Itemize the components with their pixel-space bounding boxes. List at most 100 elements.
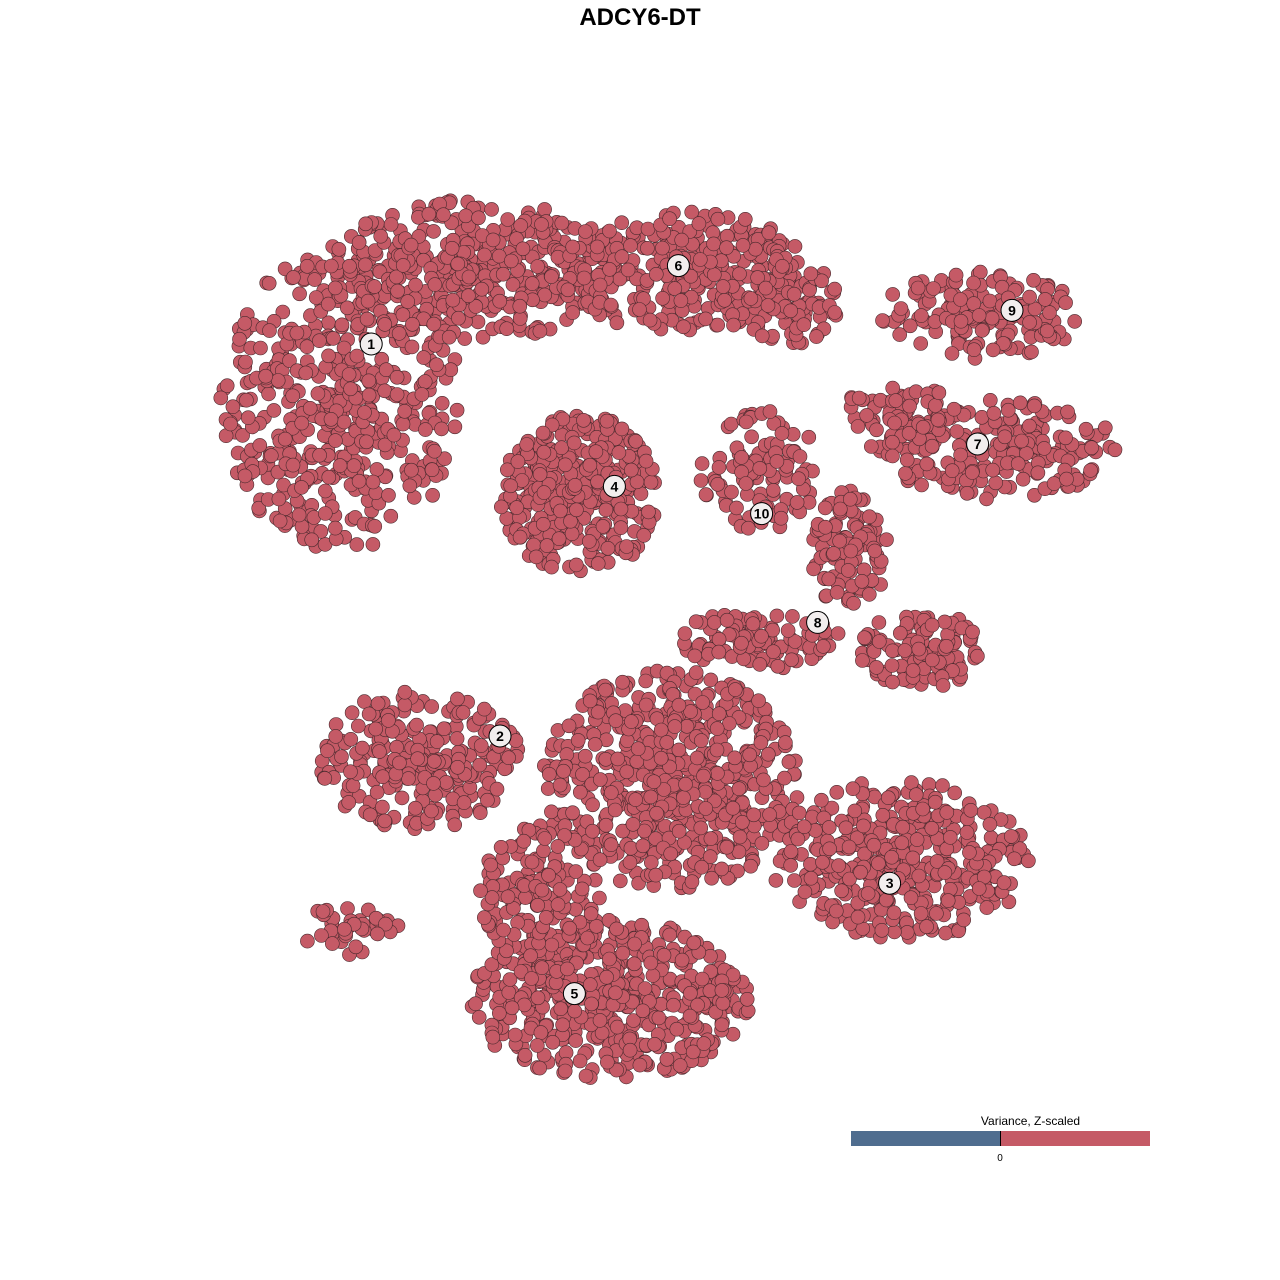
cell-point-cluster-6 [774,258,790,274]
cell-point-cluster-6 [809,329,824,344]
cluster-label-7: 7 [966,432,990,456]
cell-point-cluster-5 [671,697,687,713]
cell-point-cluster-8 [780,623,796,638]
cell-point-cluster-7 [851,390,867,406]
cell-point-cluster-5 [739,991,755,1007]
cell-point-cluster-7 [1012,395,1028,411]
cell-point-cluster-1 [277,431,293,447]
cell-point-cluster-3 [821,820,837,835]
cell-point-cluster-7 [928,398,943,413]
cell-point-cluster-7 [1058,430,1073,446]
cell-point-cluster-6 [560,282,576,298]
cluster-label-8: 8 [806,610,830,634]
legend-color-bar [851,1131,1150,1146]
cell-point-cluster-5 [756,772,771,788]
cell-point-cluster-3 [903,890,919,906]
cell-point-cluster-7 [1059,471,1074,487]
cell-point-cluster-9 [971,308,987,323]
cell-point-cluster-7 [979,491,994,507]
cluster-label-text: 3 [886,875,894,891]
cell-point-cluster-2 [397,697,413,713]
cell-point-cluster-8 [711,644,727,660]
cell-point-cluster-8 [937,614,953,630]
cluster-label-text: 4 [611,478,619,494]
cell-point-cluster-4 [581,534,597,549]
cell-point-cluster-5 [659,1052,675,1067]
cell-point-cluster-1 [320,296,336,312]
cell-point-cluster-10 [724,484,739,500]
cell-point-cluster-2 [370,926,385,942]
cell-point-cluster-8 [770,658,786,674]
cell-point-cluster-5 [671,742,687,758]
cell-point-cluster-8 [766,644,781,660]
cell-point-cluster-1 [457,331,473,346]
cell-point-cluster-7 [869,422,884,438]
cell-point-cluster-1 [450,256,466,272]
cell-point-cluster-5 [553,1001,569,1017]
cell-point-cluster-5 [473,883,488,899]
cell-point-cluster-9 [953,292,968,307]
cell-point-cluster-4 [493,499,509,515]
cell-point-cluster-5 [647,1037,662,1052]
cell-point-cluster-6 [692,252,708,267]
cell-point-cluster-7 [899,452,915,468]
cell-point-cluster-8 [843,543,859,559]
cell-point-cluster-6 [576,270,592,286]
cell-point-cluster-1 [530,259,545,274]
cell-point-cluster-5 [666,997,681,1013]
cell-point-cluster-5 [500,889,516,905]
cluster-label-text: 6 [675,258,683,274]
cell-point-cluster-1 [512,311,528,326]
cell-point-cluster-4 [512,529,528,545]
cell-point-cluster-1 [503,253,519,269]
cell-point-cluster-8 [677,626,693,641]
cell-point-cluster-4 [532,467,548,482]
cell-point-cluster-1 [361,387,377,403]
cell-point-cluster-1 [261,386,276,402]
cell-point-cluster-6 [783,303,799,319]
cell-point-cluster-2 [447,817,463,833]
cell-point-cluster-6 [684,204,700,220]
color-legend: Variance, Z-scaled 0 [851,1114,1150,1164]
cell-point-cluster-8 [815,639,831,654]
cell-point-cluster-4 [564,526,580,542]
cell-point-cluster-1 [458,208,474,224]
cell-point-cluster-7 [885,434,900,450]
cell-point-cluster-8 [855,653,870,668]
cell-point-cluster-1 [402,478,418,494]
cell-point-cluster-3 [791,805,807,821]
cell-point-cluster-1 [223,416,238,432]
cell-point-cluster-5 [638,697,654,713]
cell-point-cluster-9 [892,327,908,342]
cell-point-cluster-6 [623,238,638,253]
cell-point-cluster-1 [565,305,581,320]
cell-point-cluster-1 [313,524,329,539]
cell-point-cluster-5 [491,1005,507,1021]
cell-point-cluster-7 [915,419,931,435]
cell-point-cluster-1 [299,339,315,355]
cell-point-cluster-1 [383,217,399,232]
cell-point-cluster-10 [734,450,749,465]
cell-point-cluster-7 [1046,476,1062,491]
cell-point-cluster-1 [261,275,277,291]
points-layer [213,193,1123,1085]
cell-point-cluster-1 [357,405,372,420]
cell-point-cluster-5 [626,956,642,972]
cell-point-cluster-8 [734,635,749,651]
cell-point-cluster-2 [489,781,505,797]
cell-point-cluster-1 [484,202,499,217]
cell-point-cluster-10 [738,414,754,430]
cell-point-cluster-5 [643,855,659,870]
cell-point-cluster-10 [801,429,817,445]
cell-point-cluster-5 [689,750,705,766]
cell-point-cluster-5 [609,921,624,937]
cell-point-cluster-8 [935,678,951,693]
cell-point-cluster-5 [545,1035,561,1050]
cell-point-cluster-4 [539,538,555,553]
cell-point-cluster-7 [902,398,917,414]
cell-point-cluster-7 [1030,465,1046,481]
cell-point-cluster-8 [842,491,858,507]
cell-point-cluster-6 [614,215,630,230]
cell-point-cluster-7 [885,448,900,464]
cell-point-cluster-5 [709,742,725,758]
